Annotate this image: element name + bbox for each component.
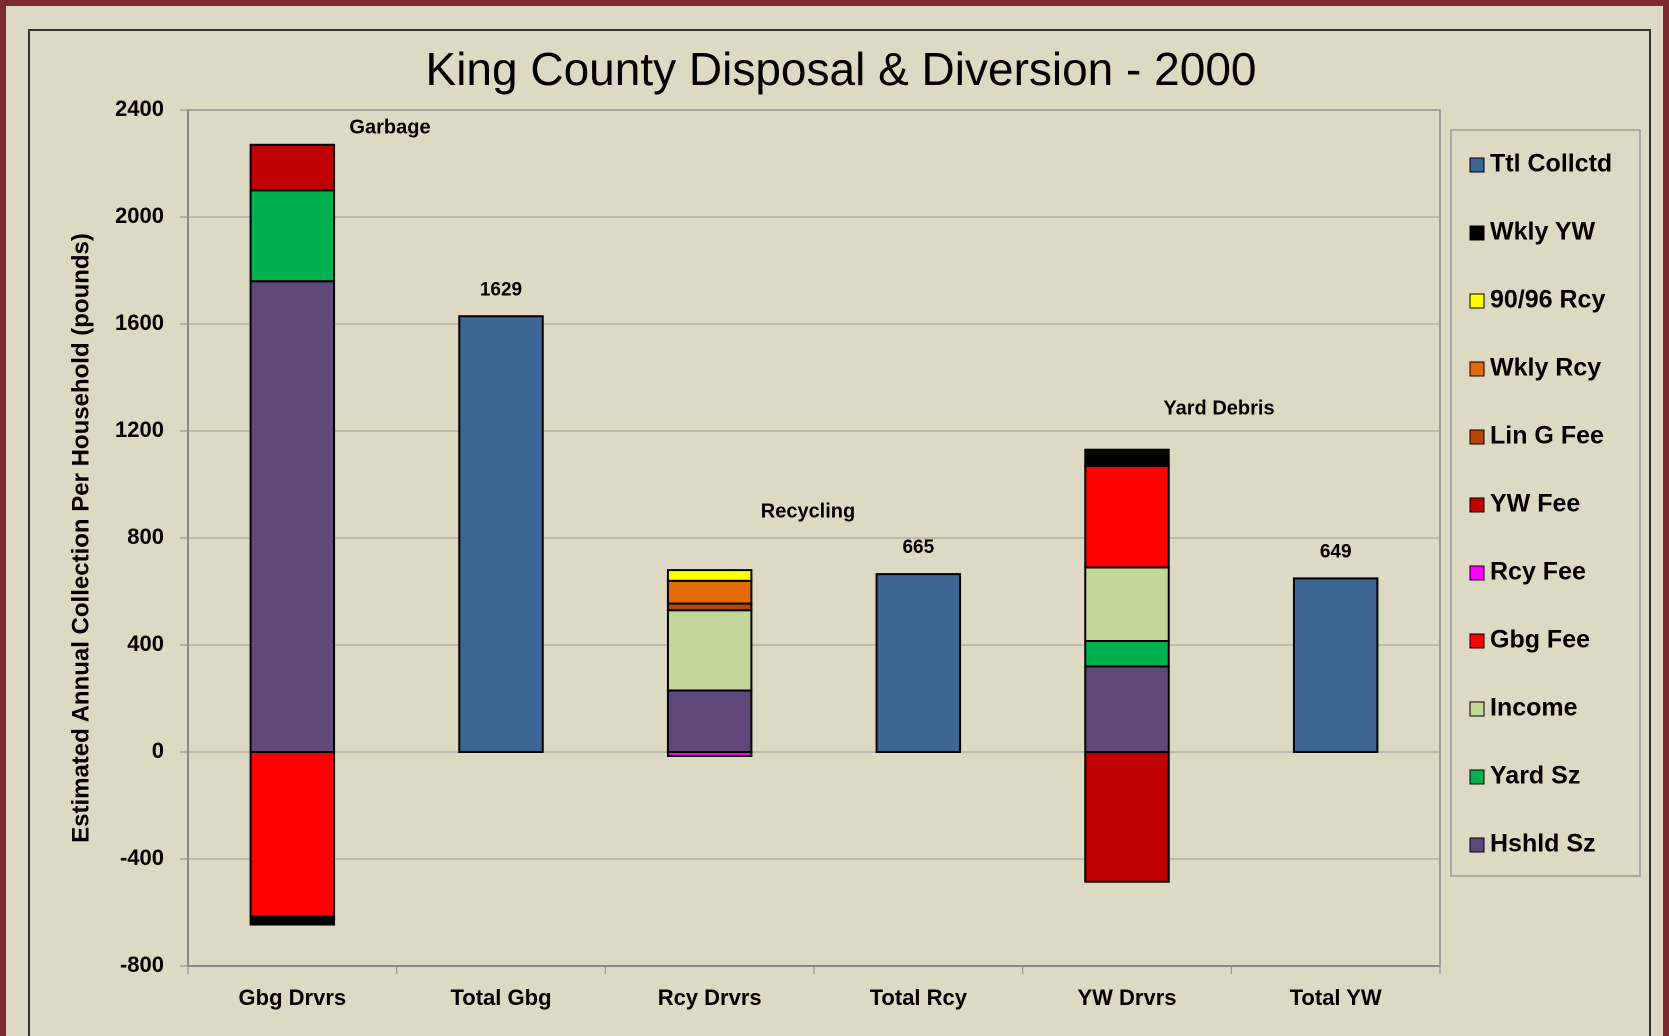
x-tick-label: YW Drvrs [1077, 985, 1176, 1010]
bar-segment [1292, 577, 1379, 754]
chart-title: King County Disposal & Diversion - 2000 [426, 43, 1257, 95]
legend-label: Ttl Collctd [1490, 150, 1612, 178]
bar-segment [666, 602, 753, 612]
bar-segment [249, 143, 336, 192]
bar-segment [1084, 448, 1170, 467]
legend-label: 90/96 Rcy [1490, 286, 1605, 314]
legend-swatch [1469, 361, 1485, 377]
y-tick-label: 1600 [115, 310, 164, 335]
x-tick-label: Total Rcy [870, 985, 968, 1010]
annotation: Recycling [761, 500, 855, 522]
data-label: 665 [902, 537, 934, 558]
bar-segment [666, 569, 753, 582]
legend-label: Wkly YW [1490, 218, 1596, 246]
legend-swatch [1469, 429, 1485, 445]
bar-segment [875, 573, 962, 753]
y-tick-label: 2000 [115, 203, 164, 228]
legend-swatch [1469, 565, 1485, 581]
bar-segment [666, 579, 753, 605]
legend-label: YW Fee [1490, 490, 1580, 518]
data-label: 649 [1320, 541, 1352, 562]
bar-segment [249, 915, 336, 926]
bar-segment [249, 280, 336, 753]
y-tick-label: 0 [152, 738, 164, 763]
bar-segment [1084, 751, 1170, 883]
legend-swatch [1469, 633, 1485, 649]
bar-segment [1084, 665, 1170, 754]
bar-segment [666, 751, 753, 758]
bar-segment [249, 751, 336, 918]
legend-swatch [1469, 769, 1485, 785]
legend-label: Gbg Fee [1490, 626, 1590, 654]
bar-segment [666, 689, 753, 753]
legend-label: Rcy Fee [1490, 558, 1586, 586]
x-tick-label: Total Gbg [450, 985, 551, 1010]
frame [28, 29, 1651, 1036]
bar-segment [666, 609, 753, 692]
y-tick-label: 1200 [115, 417, 164, 442]
legend-swatch [1469, 701, 1485, 717]
x-tick-label: Total YW [1290, 985, 1382, 1010]
legend-label: Lin G Fee [1490, 422, 1604, 450]
y-tick-label: -800 [120, 952, 164, 977]
bar-segment [1084, 464, 1170, 569]
legend-label: Income [1490, 694, 1578, 722]
x-tick-label: Rcy Drvrs [658, 985, 762, 1010]
legend-label: Hshld Sz [1490, 830, 1596, 858]
y-tick-label: 800 [127, 524, 164, 549]
x-tick-label: Gbg Drvrs [239, 985, 347, 1010]
data-label: 1629 [480, 279, 522, 300]
legend-swatch [1469, 497, 1485, 513]
legend-swatch [1469, 293, 1485, 309]
bar-segment [1084, 639, 1170, 668]
legend-swatch [1469, 837, 1485, 853]
bar-segment [458, 315, 544, 753]
y-axis-title: Estimated Annual Collection Per Househol… [67, 233, 94, 843]
y-tick-label: -400 [120, 845, 164, 870]
legend-swatch [1469, 157, 1485, 173]
legend-label: Yard Sz [1490, 762, 1580, 790]
legend-swatch [1469, 225, 1485, 241]
bar-segment [1084, 566, 1170, 642]
annotation: Garbage [349, 116, 430, 138]
bar-segment [249, 189, 336, 283]
legend-label: Wkly Rcy [1490, 354, 1601, 382]
annotation: Yard Debris [1163, 397, 1274, 419]
y-tick-label: 2400 [115, 96, 164, 121]
y-tick-label: 400 [127, 631, 164, 656]
